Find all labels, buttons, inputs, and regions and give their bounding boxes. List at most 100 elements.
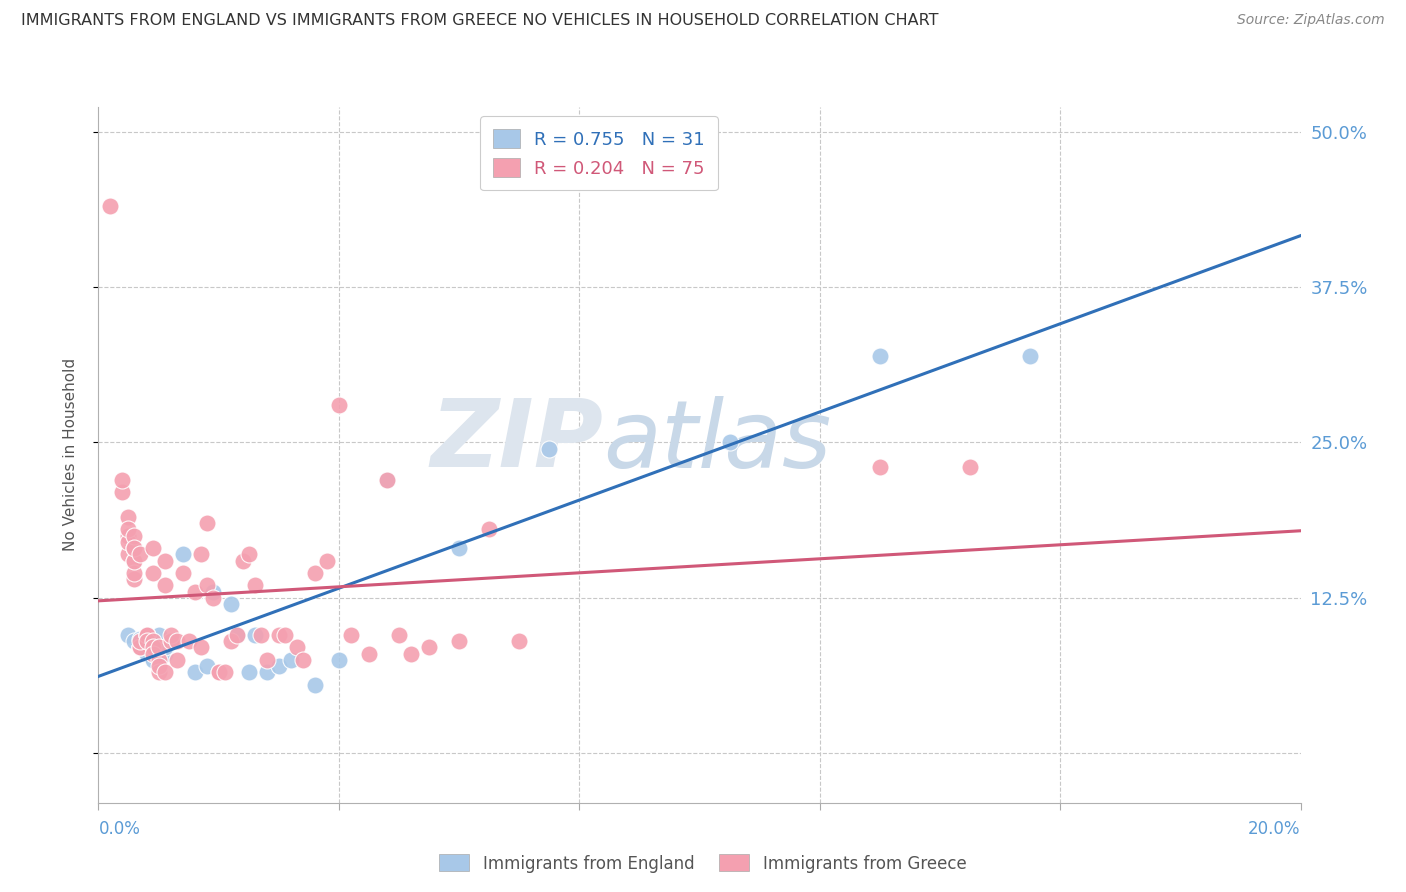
Point xyxy=(256,653,278,667)
Point xyxy=(183,584,205,599)
Point xyxy=(159,634,181,648)
Point xyxy=(208,665,231,680)
Point xyxy=(129,640,152,655)
Point xyxy=(117,534,139,549)
Point xyxy=(135,628,157,642)
Point xyxy=(238,547,260,561)
Point xyxy=(447,541,470,555)
Point xyxy=(141,644,163,658)
Text: Source: ZipAtlas.com: Source: ZipAtlas.com xyxy=(1237,13,1385,28)
Point xyxy=(117,628,139,642)
Point xyxy=(141,647,163,661)
Point xyxy=(274,628,297,642)
Point xyxy=(135,637,157,651)
Point xyxy=(141,541,163,555)
Point xyxy=(124,541,146,555)
Point xyxy=(225,628,247,642)
Point xyxy=(148,628,170,642)
Point xyxy=(117,547,139,561)
Point xyxy=(166,653,188,667)
Point xyxy=(219,634,242,648)
Point xyxy=(232,553,254,567)
Point xyxy=(141,634,163,648)
Point xyxy=(304,566,326,580)
Point xyxy=(315,553,337,567)
Point xyxy=(243,578,266,592)
Text: atlas: atlas xyxy=(603,395,831,486)
Point xyxy=(117,510,139,524)
Point xyxy=(201,591,224,605)
Point xyxy=(141,653,163,667)
Point xyxy=(291,653,314,667)
Point xyxy=(201,584,224,599)
Point xyxy=(214,665,236,680)
Point xyxy=(195,516,218,531)
Point xyxy=(959,460,981,475)
Point xyxy=(124,566,146,580)
Point xyxy=(124,553,146,567)
Point xyxy=(111,473,134,487)
Point xyxy=(124,541,146,555)
Y-axis label: No Vehicles in Household: No Vehicles in Household xyxy=(63,359,77,551)
Point xyxy=(328,653,350,667)
Point xyxy=(148,665,170,680)
Point xyxy=(148,653,170,667)
Point xyxy=(129,632,152,646)
Point xyxy=(267,659,290,673)
Point xyxy=(256,665,278,680)
Point xyxy=(135,628,157,642)
Point xyxy=(135,634,157,648)
Point xyxy=(249,628,271,642)
Point xyxy=(375,473,398,487)
Point xyxy=(172,547,194,561)
Point xyxy=(219,597,242,611)
Point xyxy=(141,640,163,655)
Point xyxy=(124,572,146,586)
Point xyxy=(195,578,218,592)
Point xyxy=(447,634,470,648)
Point xyxy=(159,628,181,642)
Point xyxy=(869,349,891,363)
Point xyxy=(141,566,163,580)
Point xyxy=(399,647,422,661)
Point xyxy=(111,485,134,500)
Point xyxy=(124,634,146,648)
Point xyxy=(267,628,290,642)
Point xyxy=(280,653,302,667)
Point xyxy=(153,640,176,655)
Point xyxy=(195,659,218,673)
Text: IMMIGRANTS FROM ENGLAND VS IMMIGRANTS FROM GREECE NO VEHICLES IN HOUSEHOLD CORRE: IMMIGRANTS FROM ENGLAND VS IMMIGRANTS FR… xyxy=(21,13,939,29)
Point xyxy=(718,435,741,450)
Point xyxy=(117,523,139,537)
Point xyxy=(1019,349,1042,363)
Point xyxy=(117,529,139,543)
Point xyxy=(148,659,170,673)
Point xyxy=(129,640,152,655)
Legend: Immigrants from England, Immigrants from Greece: Immigrants from England, Immigrants from… xyxy=(433,847,973,880)
Point xyxy=(177,634,200,648)
Point xyxy=(478,523,501,537)
Point xyxy=(328,398,350,412)
Point xyxy=(508,634,530,648)
Point xyxy=(153,553,176,567)
Point xyxy=(388,628,411,642)
Point xyxy=(418,640,440,655)
Point xyxy=(208,665,231,680)
Point xyxy=(238,665,260,680)
Point xyxy=(172,566,194,580)
Point xyxy=(129,547,152,561)
Point xyxy=(148,640,170,655)
Point xyxy=(183,665,205,680)
Point xyxy=(166,634,188,648)
Point xyxy=(135,628,157,642)
Point xyxy=(340,628,363,642)
Point xyxy=(153,647,176,661)
Point xyxy=(538,442,561,456)
Point xyxy=(357,647,380,661)
Point xyxy=(190,547,212,561)
Legend: R = 0.755   N = 31, R = 0.204   N = 75: R = 0.755 N = 31, R = 0.204 N = 75 xyxy=(479,116,717,190)
Point xyxy=(153,578,176,592)
Point xyxy=(869,460,891,475)
Point xyxy=(124,553,146,567)
Point xyxy=(375,473,398,487)
